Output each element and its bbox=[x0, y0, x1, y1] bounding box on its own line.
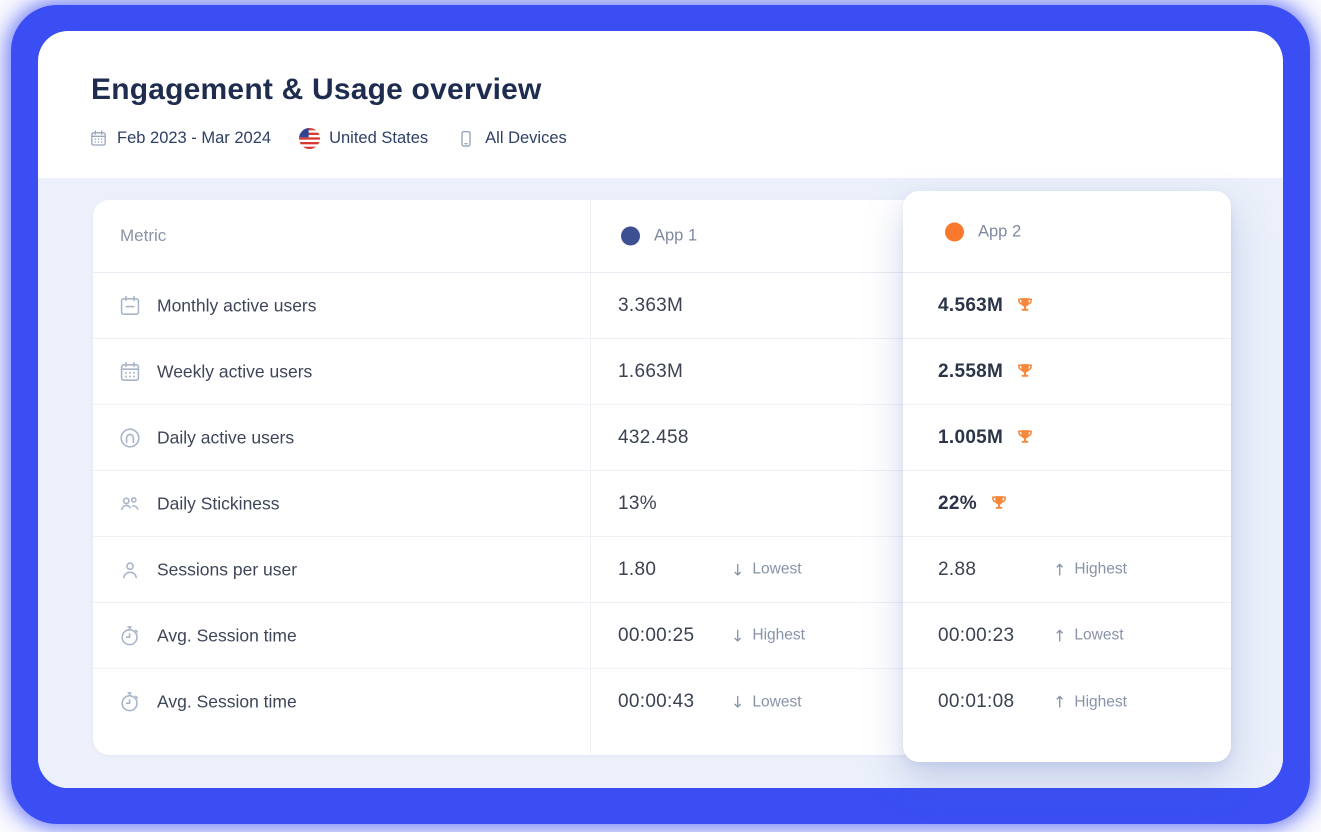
app2-value: 2.558M bbox=[938, 360, 1004, 382]
metric-label: Avg. Session time bbox=[157, 625, 297, 645]
daily-users-icon bbox=[118, 426, 142, 450]
arrow-up-icon: ↑ bbox=[1053, 692, 1067, 712]
app2-rank-tag: ↑ Highest bbox=[1053, 560, 1127, 579]
calendar-month-icon bbox=[118, 294, 142, 318]
app1-column-header: App 1 bbox=[621, 226, 698, 246]
app1-rank-tag: ↓ Lowest bbox=[731, 560, 802, 579]
rank-label: Lowest bbox=[752, 693, 802, 710]
app2-value: 00:01:08 bbox=[938, 691, 1015, 712]
app2-cell: 2.88 bbox=[938, 559, 976, 581]
stopwatch-icon bbox=[118, 690, 142, 714]
metric-label: Sessions per user bbox=[157, 559, 298, 579]
metric-label: Avg. Session time bbox=[157, 691, 297, 712]
trophy-icon bbox=[1018, 429, 1033, 443]
metric-label: Daily active users bbox=[157, 427, 295, 447]
table-row: Daily Stickiness 13% bbox=[93, 471, 1231, 537]
table-row: Avg. Session time 00:00:43 ↓ Lowest bbox=[93, 669, 1231, 735]
app1-value: 00:00:43 bbox=[618, 691, 695, 712]
table-rows: Monthly active users 3.363M Weekly activ… bbox=[93, 273, 1231, 735]
app2-cell: 00:01:08 bbox=[938, 691, 1014, 713]
app2-value: 00:00:23 bbox=[938, 624, 1015, 646]
app2-column-card: App 2 4.563M 2.558M 1.005M 22% bbox=[903, 191, 1231, 762]
app2-column-header: App 2 bbox=[945, 222, 1021, 241]
table-row: Weekly active users 1.663M bbox=[93, 339, 1231, 405]
app2-cell: 00:00:23 bbox=[938, 625, 1014, 647]
app2-row: 2.558M bbox=[903, 339, 1231, 405]
app2-cell: 1.005M bbox=[938, 427, 1036, 449]
arrow-down-icon: ↓ bbox=[731, 560, 745, 579]
app1-value: 432.458 bbox=[618, 426, 689, 448]
rank-label: Lowest bbox=[752, 560, 802, 578]
table-row: Monthly active users 3.363M bbox=[93, 273, 1231, 339]
app2-cell: 22% bbox=[938, 493, 1010, 515]
app2-row: 2.88 ↑ Highest bbox=[903, 537, 1231, 603]
user-icon bbox=[118, 558, 142, 582]
metric-label: Daily Stickiness bbox=[157, 493, 280, 513]
arrow-down-icon: ↓ bbox=[731, 626, 745, 645]
app2-row: 1.005M bbox=[903, 405, 1231, 471]
us-flag-icon bbox=[299, 128, 321, 149]
table-row: Daily active users 432.458 bbox=[93, 405, 1231, 471]
table-row: Avg. Session time 00:00:25 ↓ Highest bbox=[93, 603, 1231, 669]
app2-row: 4.563M bbox=[903, 273, 1231, 339]
app1-value: 13% bbox=[618, 492, 657, 514]
calendar-week-icon bbox=[118, 360, 142, 384]
date-range-filter[interactable]: Feb 2023 - Mar 2024 bbox=[89, 129, 271, 148]
app1-rank-tag: ↓ Highest bbox=[731, 626, 805, 645]
app2-cell: 2.558M bbox=[938, 361, 1036, 383]
app2-header-row: App 2 bbox=[903, 191, 1231, 273]
arrow-up-icon: ↑ bbox=[1053, 560, 1067, 579]
devices-label: All Devices bbox=[485, 129, 567, 147]
arrow-down-icon: ↓ bbox=[731, 692, 745, 712]
rank-label: Lowest bbox=[1074, 626, 1124, 644]
metric-label: Monthly active users bbox=[157, 295, 317, 315]
arrow-up-icon: ↑ bbox=[1053, 626, 1067, 645]
table-header-row: Metric App 1 bbox=[93, 200, 1231, 273]
trophy-icon bbox=[1018, 363, 1033, 377]
app1-value: 00:00:25 bbox=[618, 624, 695, 646]
app2-dot bbox=[945, 222, 964, 241]
page-title: Engagement & Usage overview bbox=[91, 73, 542, 106]
mobile-device-icon bbox=[456, 129, 476, 149]
trophy-icon bbox=[992, 495, 1006, 509]
rank-label: Highest bbox=[1074, 560, 1127, 578]
app2-rank-tag: ↑ Highest bbox=[1053, 693, 1127, 712]
rank-label: Highest bbox=[752, 626, 805, 644]
app2-rank-tag: ↑ Lowest bbox=[1053, 626, 1124, 645]
country-filter[interactable]: United States bbox=[299, 128, 428, 149]
column-divider bbox=[590, 200, 591, 755]
app2-value: 1.005M bbox=[938, 426, 1004, 448]
country-label: United States bbox=[329, 129, 429, 147]
app2-value: 4.563M bbox=[938, 294, 1004, 316]
stickiness-users-icon bbox=[118, 492, 142, 516]
app1-value: 1.80 bbox=[618, 558, 657, 580]
metric-label: Weekly active users bbox=[157, 361, 313, 381]
app1-value: 1.663M bbox=[618, 360, 684, 382]
app2-row: 00:00:23 ↑ Lowest bbox=[903, 603, 1231, 669]
calendar-icon bbox=[89, 129, 108, 148]
app2-cell: 4.563M bbox=[938, 295, 1036, 317]
trophy-icon bbox=[1018, 297, 1033, 311]
app2-value: 22% bbox=[938, 492, 977, 514]
metric-column-header: Metric bbox=[120, 226, 167, 245]
app2-value: 2.88 bbox=[938, 558, 977, 580]
stopwatch-icon bbox=[118, 624, 142, 648]
filter-bar: Feb 2023 - Mar 2024 bbox=[89, 128, 567, 149]
app1-value: 3.363M bbox=[618, 294, 684, 316]
app2-row: 00:01:08 ↑ Highest bbox=[903, 669, 1231, 735]
app2-row: 22% bbox=[903, 471, 1231, 537]
app1-label: App 1 bbox=[654, 226, 698, 245]
devices-filter[interactable]: All Devices bbox=[456, 129, 567, 149]
table-row: Sessions per user 1.80 ↓ Lowest bbox=[93, 537, 1231, 603]
app1-rank-tag: ↓ Lowest bbox=[731, 693, 802, 712]
rank-label: Highest bbox=[1074, 693, 1127, 710]
app1-dot bbox=[621, 226, 640, 246]
app2-label: App 2 bbox=[978, 222, 1022, 240]
date-range-label: Feb 2023 - Mar 2024 bbox=[117, 129, 272, 147]
